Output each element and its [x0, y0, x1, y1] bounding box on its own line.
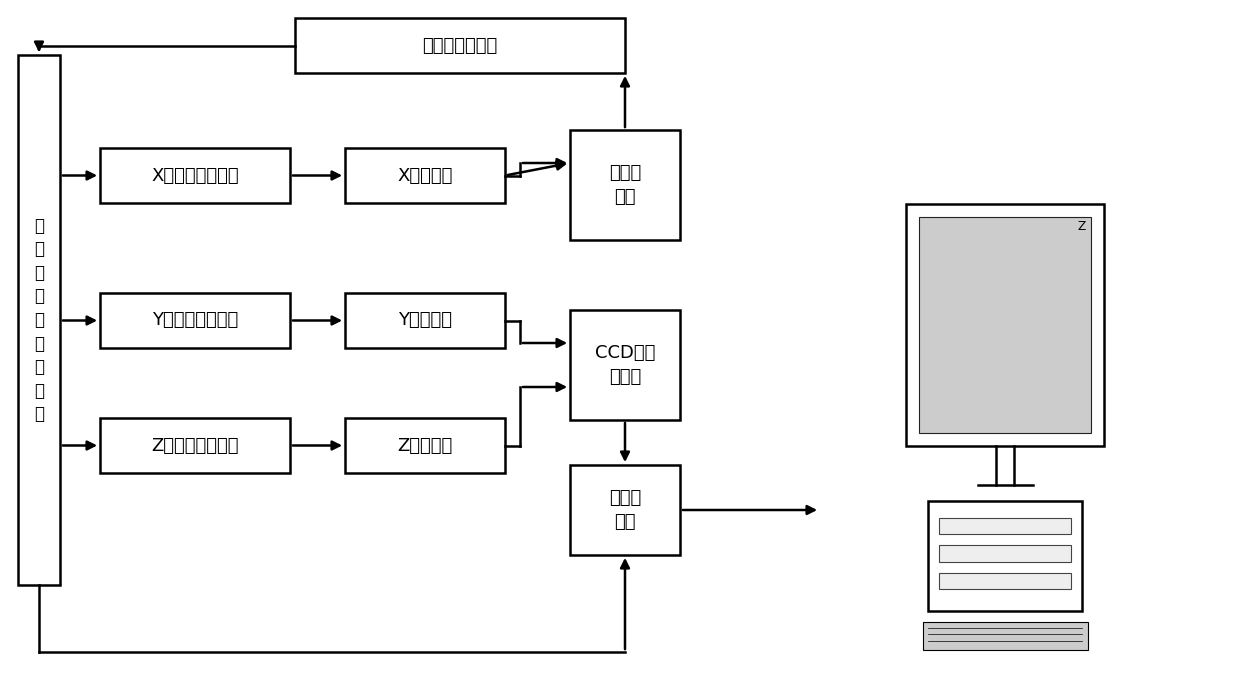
Text: X轴交流伺服电机: X轴交流伺服电机	[151, 166, 239, 185]
Bar	[295, 18, 625, 73]
Text: Z: Z	[1078, 220, 1086, 233]
Bar	[345, 148, 505, 203]
Bar	[939, 545, 1071, 561]
Text: 线切割
模块: 线切割 模块	[609, 164, 641, 206]
Bar	[919, 217, 1091, 433]
Bar	[100, 418, 290, 473]
Bar	[100, 293, 290, 348]
Bar	[570, 310, 680, 420]
Text: Z轴工作台: Z轴工作台	[397, 436, 453, 454]
Bar	[345, 293, 505, 348]
Text: Z轴交流伺服电机: Z轴交流伺服电机	[151, 436, 239, 454]
Text: 光栅尺接口卡等: 光栅尺接口卡等	[423, 37, 497, 55]
Text: 图像采
集卡: 图像采 集卡	[609, 489, 641, 531]
Text: Y轴工作台: Y轴工作台	[398, 312, 453, 329]
Bar	[19, 55, 60, 585]
Bar	[100, 148, 290, 203]
Text: Y轴交流伺服电机: Y轴交流伺服电机	[151, 312, 238, 329]
Bar	[345, 418, 505, 473]
Bar	[570, 130, 680, 240]
Bar	[906, 204, 1104, 446]
Text: CCD图像
采集器: CCD图像 采集器	[595, 344, 655, 386]
Bar	[928, 501, 1083, 611]
Bar	[939, 572, 1071, 589]
Text: X轴工作台: X轴工作台	[397, 166, 453, 185]
Text: 三
轴
联
动
运
动
控
制
卡: 三 轴 联 动 运 动 控 制 卡	[33, 217, 43, 424]
Bar	[570, 465, 680, 555]
Bar	[939, 518, 1071, 534]
Bar	[923, 622, 1087, 649]
